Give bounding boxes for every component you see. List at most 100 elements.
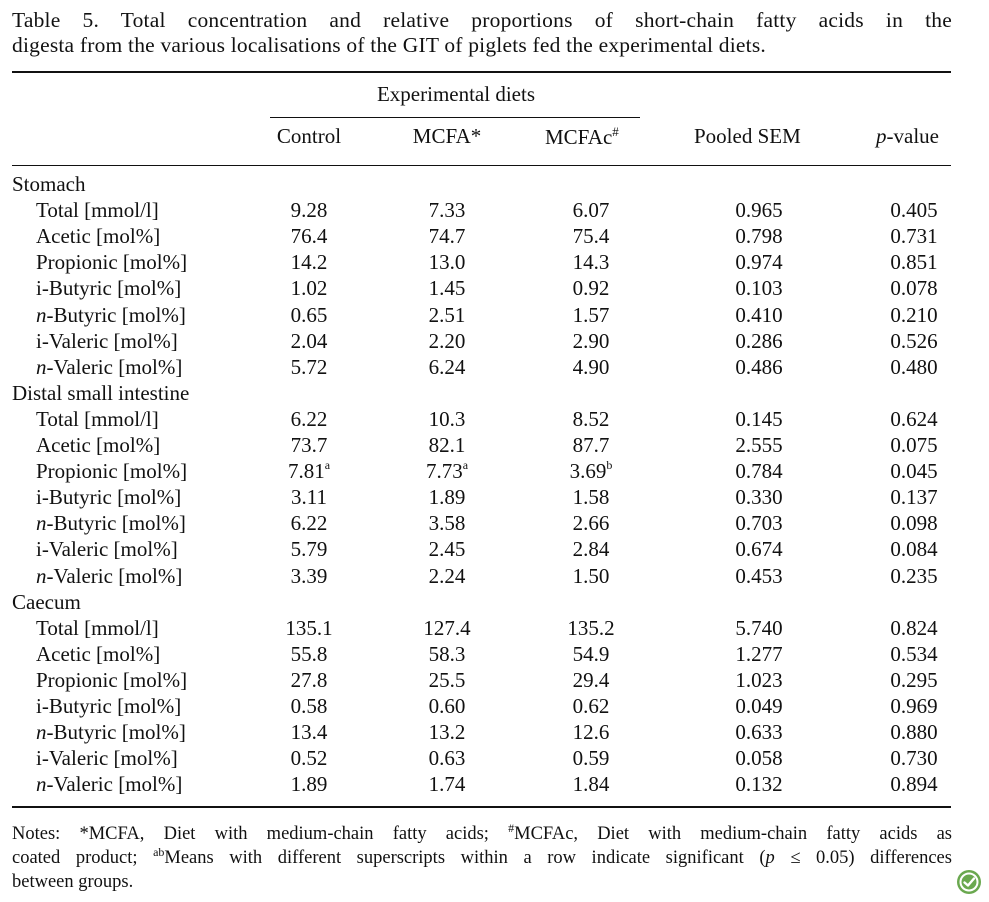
row-label: Total [mmol/l] [36, 407, 159, 432]
table-notes: Notes: *MCFA, Diet with medium-chain fat… [12, 822, 952, 894]
cell-control: 135.1 [268, 616, 350, 641]
row-label: i-Valeric [mol%] [36, 329, 178, 354]
cell-p-value: 0.624 [868, 407, 960, 432]
cell-p-value: 0.045 [868, 459, 960, 484]
cell-p-value: 0.405 [868, 198, 960, 223]
cell-mcfac: 2.66 [543, 511, 639, 536]
cell-value: 0.633 [735, 720, 783, 745]
cell-value: 3.39 [290, 563, 328, 588]
cell-value: 9.28 [290, 198, 328, 223]
notes-text: ≤ 0.05) differences [774, 848, 952, 868]
cell-p-value: 0.210 [868, 303, 960, 328]
cell-value: 7.73 [425, 459, 463, 484]
table-row: Acetic [mol%] 73.7 82.1 87.7 2.555 0.075 [0, 433, 989, 459]
cell-value: 75.4 [572, 224, 610, 249]
cell-mcfac: 2.84 [543, 537, 639, 562]
cell-value: 0.210 [890, 302, 938, 327]
notes-text: Notes: *MCFA, Diet with medium-chain fat… [12, 824, 509, 844]
cell-mcfac: 87.7 [543, 433, 639, 458]
table-row: Total [mmol/l] 135.1 127.4 135.2 5.740 0.824 [0, 616, 989, 642]
row-label: Propionic [mol%] [36, 668, 187, 693]
cell-control: 5.79 [268, 537, 350, 562]
cell-p-value: 0.295 [868, 668, 960, 693]
cell-pooled-sem: 0.974 [713, 250, 805, 275]
row-label: i-Butyric [mol%] [36, 694, 181, 719]
cell-value: 0.730 [890, 746, 938, 771]
table-row: Total [mmol/l] 9.28 7.33 6.07 0.965 0.405 [0, 198, 989, 224]
cell-value: 1.74 [428, 772, 466, 797]
cell-value: 55.8 [290, 641, 328, 666]
row-label: n-Butyric [mol%] [36, 720, 186, 745]
cell-value: 14.3 [572, 250, 610, 275]
cell-pooled-sem: 0.132 [713, 772, 805, 797]
cell-value: 0.480 [890, 354, 938, 379]
cell-control: 27.8 [268, 668, 350, 693]
cell-value: 0.084 [890, 537, 938, 562]
cell-mcfa: 0.60 [405, 694, 489, 719]
cell-value: 82.1 [428, 433, 466, 457]
cell-value: 0.703 [735, 511, 783, 536]
cell-value: 0.880 [890, 720, 938, 745]
cell-mcfac: 8.52 [543, 407, 639, 432]
cell-value: 0.235 [890, 563, 938, 588]
cell-pooled-sem: 0.486 [713, 355, 805, 380]
cell-value: 2.90 [572, 328, 610, 353]
cell-value: 0.52 [290, 746, 328, 771]
leaf-check-icon[interactable] [956, 869, 982, 895]
cell-value: 2.51 [428, 302, 466, 327]
cell-pooled-sem: 0.453 [713, 564, 805, 589]
cell-p-value: 0.894 [868, 772, 960, 797]
cell-value: 73.7 [290, 433, 328, 457]
cell-pooled-sem: 1.277 [713, 642, 805, 667]
cell-mcfac: 3.69b [543, 459, 639, 484]
cell-value: 0.058 [735, 746, 783, 771]
row-label: i-Butyric [mol%] [36, 485, 181, 510]
col-header-p-rest: -value [886, 124, 939, 148]
bottom-rule [12, 806, 951, 808]
cell-control: 5.72 [268, 355, 350, 380]
cell-control: 76.4 [268, 224, 350, 249]
cell-value: 3.58 [428, 511, 466, 536]
table-row: Acetic [mol%] 76.4 74.7 75.4 0.798 0.731 [0, 224, 989, 250]
col-header-mcfac-text: MCFAc [545, 125, 613, 149]
cell-value: 7.33 [428, 198, 466, 223]
cell-p-value: 0.824 [868, 616, 960, 641]
row-label: n-Butyric [mol%] [36, 303, 186, 328]
cell-value: 6.07 [572, 198, 610, 223]
row-label-text: Acetic [mol%] [36, 433, 161, 457]
cell-value: 0.145 [735, 406, 783, 431]
table-row: Total [mmol/l] 6.22 10.3 8.52 0.145 0.624 [0, 407, 989, 433]
cell-value: 0.65 [290, 302, 328, 327]
notes-text: coated product; [12, 848, 154, 868]
cell-mcfa: 82.1 [405, 433, 489, 458]
cell-mcfa: 127.4 [405, 616, 489, 641]
cell-value: 3.11 [291, 485, 327, 510]
cell-pooled-sem: 0.410 [713, 303, 805, 328]
cell-mcfa: 74.7 [405, 224, 489, 249]
cell-mcfac: 0.92 [543, 276, 639, 301]
cell-value: 0.526 [890, 328, 938, 353]
cell-p-value: 0.731 [868, 224, 960, 249]
cell-mcfa: 7.33 [405, 198, 489, 223]
cell-superscript: b [606, 458, 613, 473]
cell-pooled-sem: 0.058 [713, 746, 805, 771]
cell-mcfa: 2.51 [405, 303, 489, 328]
cell-mcfac: 29.4 [543, 668, 639, 693]
table-row: Propionic [mol%] 14.2 13.0 14.3 0.974 0.851 [0, 250, 989, 276]
cell-control: 2.04 [268, 329, 350, 354]
cell-control: 7.81a [268, 459, 350, 484]
section-row: Distal small intestine [0, 381, 989, 407]
cell-value: 1.02 [290, 276, 328, 301]
cell-mcfac: 135.2 [543, 616, 639, 641]
cell-value: 0.410 [735, 302, 783, 327]
row-label-text: -Butyric [mol%] [46, 302, 186, 327]
cell-control: 73.7 [268, 433, 350, 458]
table-caption: Table 5. Total concentration and relativ… [12, 8, 952, 58]
cell-control: 1.02 [268, 276, 350, 301]
cell-value: 0.486 [735, 354, 783, 379]
cell-mcfa: 3.58 [405, 511, 489, 536]
cell-mcfac: 1.84 [543, 772, 639, 797]
cell-value: 0.731 [890, 224, 938, 249]
row-label-text: i-Butyric [mol%] [36, 694, 182, 718]
cell-value: 1.57 [572, 302, 610, 327]
